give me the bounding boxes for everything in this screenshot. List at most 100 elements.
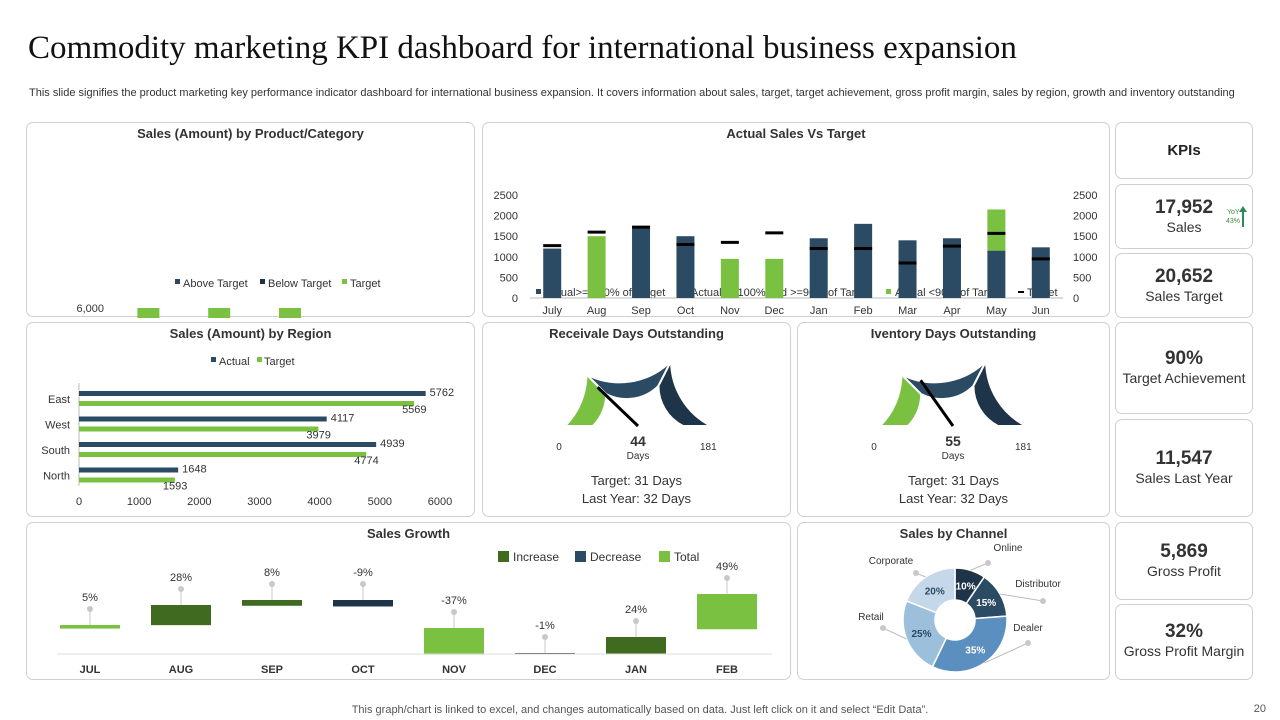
bar-target	[79, 452, 367, 457]
slice-name-label: Retail	[858, 612, 884, 623]
legend-label: Increase	[513, 550, 559, 564]
y-tick-label: 6,000	[76, 303, 104, 315]
leader-dot	[178, 586, 184, 592]
legend-swatch	[260, 279, 265, 284]
legend-swatch	[886, 289, 891, 294]
bar-segment	[279, 308, 301, 318]
y-tick-label: 0	[512, 293, 518, 305]
x-tick-label: 1000	[127, 496, 151, 508]
slice-value-label: 35%	[965, 646, 985, 657]
yoy-value: 43%	[1226, 218, 1240, 225]
legend-swatch	[175, 279, 180, 284]
yoy-indicator: YoY 43%	[1226, 206, 1247, 227]
bar	[676, 236, 695, 298]
legend-label: Decrease	[590, 550, 642, 564]
panel-actual-vs-target: Actual Sales Vs Target Actual>= 100% of …	[482, 122, 1110, 317]
y2-tick-label: 0	[1073, 293, 1079, 305]
kpi-value: 5,869	[1160, 541, 1208, 562]
donut-slice	[905, 567, 956, 614]
bar	[765, 258, 784, 298]
leader-dot	[542, 634, 548, 640]
x-tick-label: FEB	[716, 664, 738, 676]
y-tick-label: West	[45, 420, 70, 432]
x-tick-label: 3000	[247, 496, 271, 508]
leader-line	[984, 642, 1029, 664]
leader-dot	[451, 609, 457, 615]
kpi-sales-last-year-card: 11,547 Sales Last Year	[1115, 419, 1253, 517]
data-label: 3979	[306, 430, 330, 442]
panel-sales-by-product: Sales (Amount) by Product/Category Above…	[26, 122, 475, 318]
kpi-target-achievement-card: 90% Target Achievement	[1115, 322, 1253, 414]
slice-value-label: 20%	[925, 586, 945, 597]
x-tick-label: Feb	[854, 305, 873, 317]
leader-dot	[985, 560, 991, 566]
x-tick-label: 6000	[428, 496, 452, 508]
y-tick-label: South	[41, 445, 70, 457]
bar	[1031, 247, 1050, 298]
x-tick-label: 5000	[368, 496, 392, 508]
kpi-value: 20,652	[1154, 266, 1214, 287]
leader-dot	[633, 618, 639, 624]
x-tick-label: May	[986, 305, 1007, 317]
kpi-label: Sales Last Year	[1135, 470, 1233, 486]
y2-tick-label: 2000	[1073, 211, 1097, 223]
legend-swatch	[498, 551, 509, 562]
growth-bar	[606, 637, 666, 655]
data-label: -9%	[353, 567, 373, 579]
kpi-label: Gross Profit Margin	[1123, 643, 1245, 659]
x-tick-label: OCT	[351, 664, 375, 676]
x-tick-label: JAN	[625, 664, 647, 676]
chart-title: Sales (Amount) by Region	[169, 326, 332, 341]
sales-by-channel-chart: 10% Online 15% Distributor 35% Dealer 25% Retai…	[858, 543, 1061, 673]
kpi-label: Target Achievement	[1122, 370, 1246, 386]
legend-label: Actual	[219, 356, 250, 368]
kpi-sales-target-card: 20,652 Sales Target	[1115, 253, 1253, 318]
x-tick-label: Apr	[943, 305, 960, 317]
gauge-needle	[596, 386, 640, 428]
data-label: 5569	[402, 404, 426, 416]
panel-sales-by-channel: Sales by Channel 10% Online 15% Distributor…	[797, 522, 1110, 680]
x-tick-label: July	[542, 305, 562, 317]
chart-title: Sales Growth	[366, 526, 451, 541]
leader-dot	[1025, 640, 1031, 646]
slice-name-label: Dealer	[1013, 623, 1043, 634]
bar	[898, 240, 917, 298]
gauge-max-label: 181	[700, 442, 717, 453]
data-label: 4117	[331, 413, 355, 425]
kpi-gross-profit-margin-card: 32% Gross Profit Margin	[1115, 604, 1253, 680]
data-label: 8%	[264, 567, 280, 579]
y2-tick-label: 1500	[1073, 231, 1097, 243]
kpi-header: KPIs	[1167, 142, 1201, 159]
up-arrow-head-icon	[1239, 206, 1247, 212]
x-tick-label: Sep	[631, 305, 651, 317]
leader-dot	[1040, 598, 1046, 604]
x-tick-label: Oct	[677, 305, 694, 317]
y2-tick-label: 1000	[1073, 252, 1097, 264]
panel-inventory-days: Iventory Days Outstanding 0 181 55 Days Tar…	[797, 322, 1110, 517]
growth-bar	[697, 594, 757, 630]
x-tick-label: SEP	[261, 664, 283, 676]
data-label: 49%	[716, 561, 738, 573]
growth-bar	[60, 625, 120, 629]
bar	[720, 258, 739, 298]
bar-actual	[79, 467, 179, 473]
kpi-label: Sales	[1166, 219, 1202, 235]
leader-dot	[913, 570, 919, 576]
x-tick-label: AUG	[169, 664, 193, 676]
yoy-label: YoY	[1227, 209, 1240, 216]
bar	[543, 248, 562, 298]
growth-bar	[424, 628, 484, 655]
leader-line	[970, 562, 989, 571]
y-tick-label: 1000	[494, 252, 518, 264]
donut-slice	[931, 615, 1008, 673]
y-tick-label: North	[43, 471, 70, 483]
slice-name-label: Corporate	[869, 556, 914, 567]
leader-dot	[880, 625, 886, 631]
x-tick-label: NOV	[442, 664, 467, 676]
kpi-value: 17,952	[1154, 197, 1214, 218]
data-label: 5762	[430, 387, 454, 399]
gauge-target-text: Target: 31 Days	[907, 473, 1000, 488]
gauge-max-label: 181	[1015, 442, 1032, 453]
slice-value-label: 25%	[911, 629, 931, 640]
